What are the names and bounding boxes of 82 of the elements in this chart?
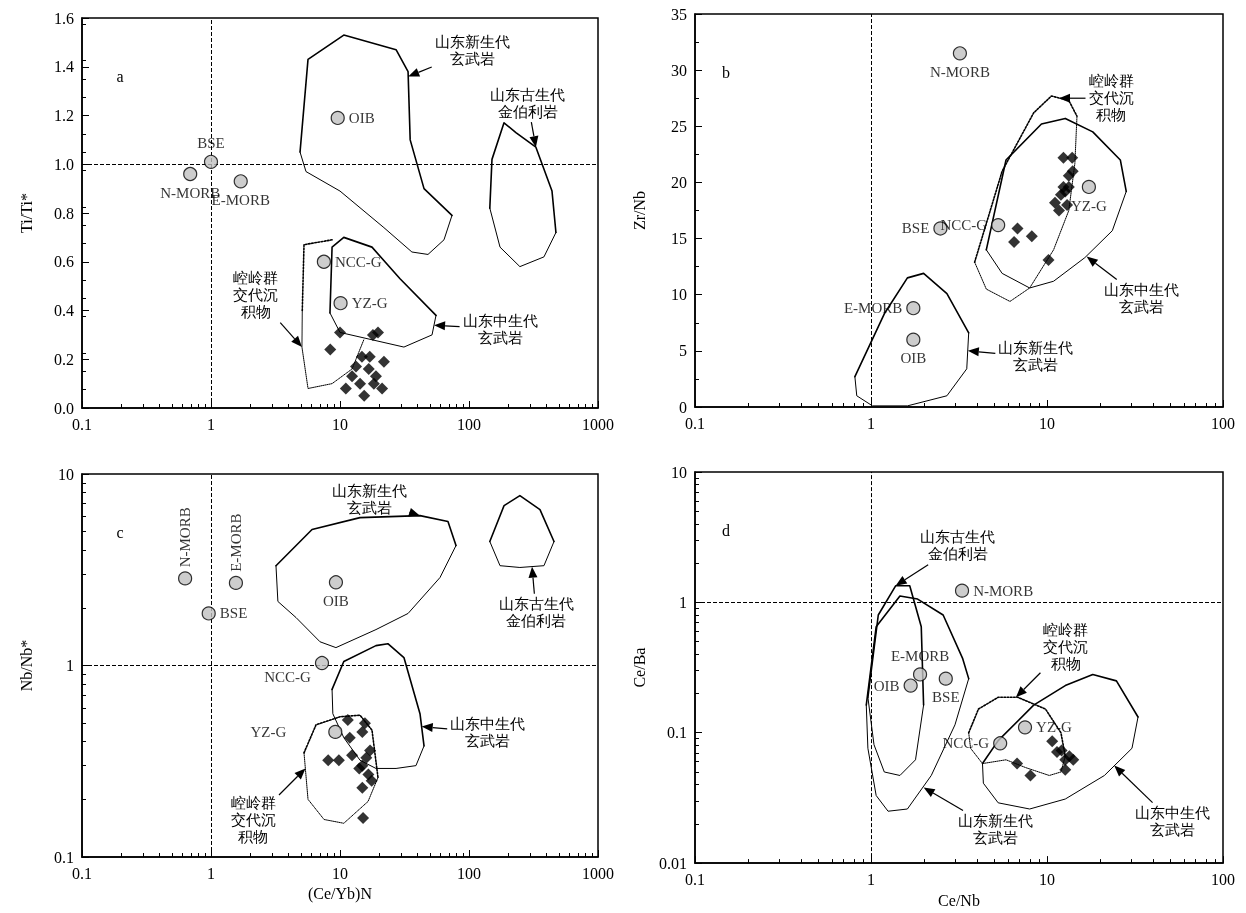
annotation: 崆岭群交代沉积物: [1043, 622, 1089, 673]
text: YZ-G: [250, 723, 287, 740]
text: E-MORB: [227, 513, 244, 572]
x-axis-title: (Ce/Yb)N: [308, 885, 373, 904]
y-tick-label: 25: [671, 117, 687, 135]
x-tick-label: 1000: [582, 864, 614, 882]
text: N-MORB: [177, 507, 194, 568]
annotation: 山东中生代玄武岩: [450, 716, 526, 750]
series-label: N-MORB: [929, 63, 990, 80]
y-tick-label: 0.1: [667, 724, 687, 742]
series-label: BSE: [219, 605, 248, 622]
x-tick-label: 10: [332, 864, 348, 882]
annotation: 崆岭群交代沉积物: [230, 795, 276, 846]
annotation: a: [116, 67, 124, 85]
x-tick-label: 100: [457, 864, 481, 882]
y-axis-title: Ti/Ti*: [17, 193, 35, 233]
y-axis-title: Ce/Ba: [630, 647, 648, 688]
annotation: b: [722, 63, 730, 81]
y-tick-label: 0.0: [54, 399, 74, 417]
x-tick-label: 10: [1039, 870, 1055, 888]
x-tick-label: 100: [457, 415, 481, 433]
y-tick-label: 5: [679, 342, 687, 360]
x-tick-label: 0.1: [72, 864, 92, 882]
y-tick-label: 0.4: [54, 302, 74, 319]
y-tick-label: 10: [671, 286, 687, 304]
y-tick-label: 15: [671, 230, 687, 248]
x-tick-label: 1: [207, 415, 215, 433]
annotation: 山东中生代玄武岩: [462, 312, 538, 346]
y-tick-label: 1: [679, 593, 687, 611]
annotation: 山东古生代金伯利岩: [498, 596, 574, 630]
x-tick-label: 10: [332, 415, 348, 433]
annotation: 山东古生代金伯利岩: [490, 86, 566, 120]
y-tick-label: 1.0: [54, 155, 74, 173]
annotation: 山东新生代玄武岩: [998, 340, 1074, 374]
y-axis-title: Zr/Nb: [630, 190, 648, 231]
y-tick-label: 1.4: [54, 58, 74, 76]
y-tick-label: 1: [66, 657, 74, 674]
series-label: OIB: [323, 592, 349, 609]
annotation: 山东中生代玄武岩: [1134, 805, 1210, 839]
series-label: BSE: [197, 135, 225, 152]
x-tick-label: 1: [867, 870, 875, 888]
x-tick-label: 1000: [582, 415, 614, 433]
y-tick-label: 10: [58, 465, 74, 483]
x-tick-label: 1: [867, 414, 875, 432]
annotation: 崆岭群交代沉积物: [1088, 73, 1134, 124]
x-tick-label: 10: [1039, 414, 1055, 432]
y-tick-label: 30: [671, 61, 687, 79]
annotation: 山东古生代金伯利岩: [920, 529, 996, 563]
series-label: OIB: [900, 350, 927, 367]
annotation: 山东新生代玄武岩: [332, 483, 408, 517]
x-tick-label: 1: [207, 864, 215, 882]
annotation: 山东新生代玄武岩: [434, 34, 510, 67]
annotation: c: [116, 523, 124, 541]
y-tick-label: 0.1: [54, 848, 74, 866]
x-tick-label: 100: [1211, 414, 1235, 432]
y-tick-label: 0.2: [54, 350, 74, 368]
y-tick-label: 0.8: [54, 204, 74, 222]
annotation: 崆岭群交代沉积物: [233, 270, 279, 321]
y-tick-label: 1.2: [54, 107, 74, 124]
y-axis-title: Nb/Nb*: [17, 639, 35, 692]
series-label: BSE: [932, 689, 960, 706]
y-tick-label: 10: [671, 463, 687, 481]
series-label: YZ-G: [351, 295, 388, 312]
x-axis-title: Ce/Nb: [938, 891, 980, 909]
annotation: d: [722, 521, 730, 539]
y-tick-label: 0.6: [54, 253, 74, 271]
x-tick-label: 100: [1211, 870, 1235, 888]
series-label: N-MORB: [973, 582, 1034, 599]
y-tick-label: 1.6: [54, 9, 74, 27]
series-label: NCC-G: [264, 669, 312, 686]
series-label: BSE: [901, 220, 930, 237]
series-label: YZ-G: [1070, 197, 1107, 214]
y-tick-label: 20: [671, 173, 687, 191]
series-label: OIB: [348, 109, 375, 126]
series-label: OIB: [873, 677, 900, 694]
y-tick-label: 0.01: [659, 854, 687, 872]
x-tick-label: 0.1: [72, 415, 92, 433]
annotation: 山东中生代玄武岩: [1104, 282, 1180, 316]
annotation: 山东新生代玄武岩: [958, 813, 1034, 847]
y-tick-label: 35: [671, 5, 687, 23]
series-label: NCC-G: [334, 253, 382, 270]
y-tick-label: 0: [679, 398, 687, 416]
